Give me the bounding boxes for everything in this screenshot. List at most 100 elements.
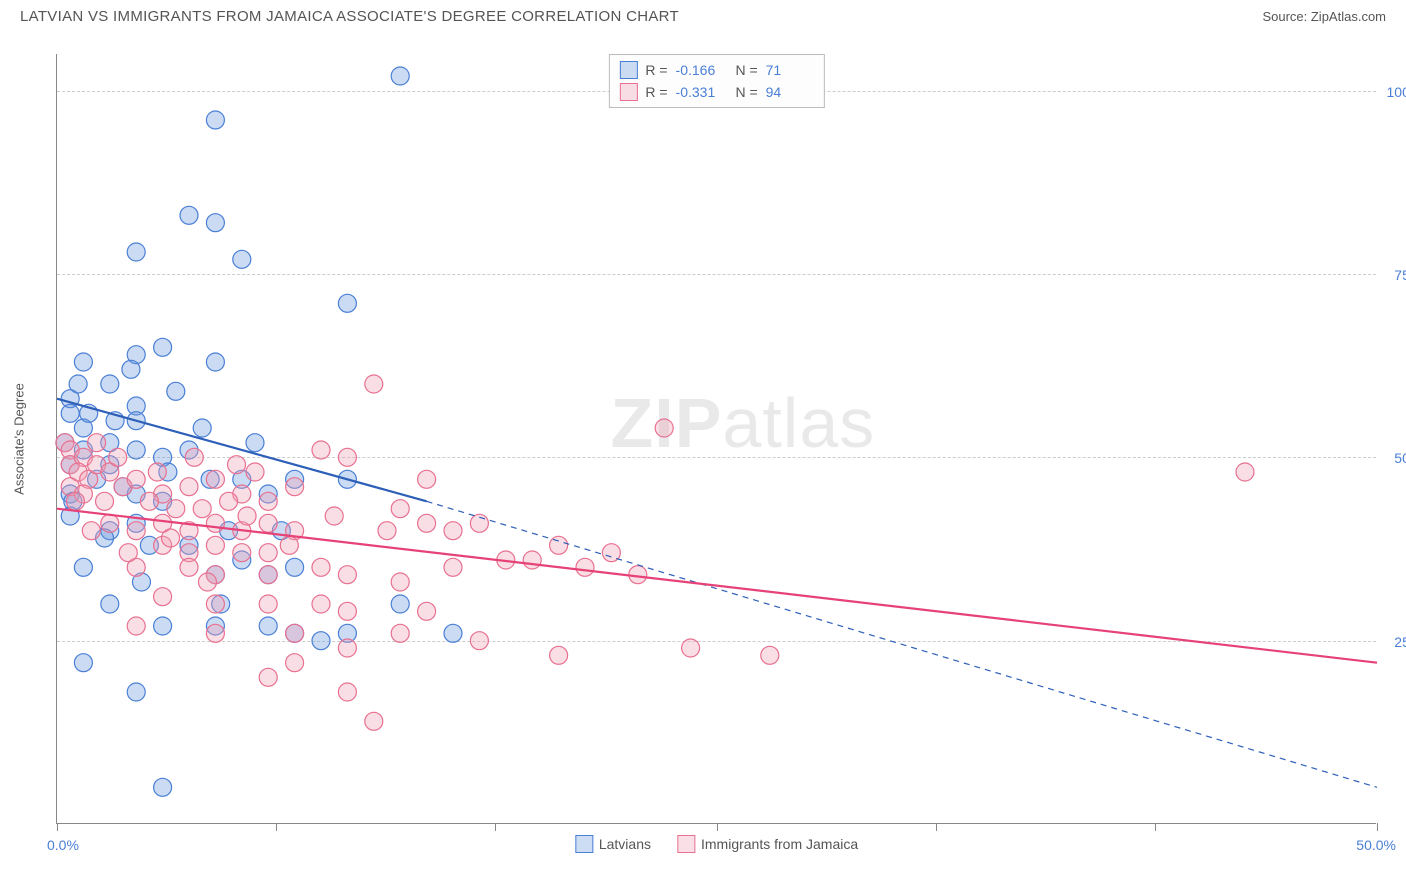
chart-plot-area: Associate's Degree 25.0%50.0%75.0%100.0%… (56, 54, 1376, 824)
x-tick (1377, 823, 1378, 831)
scatter-point (154, 617, 172, 635)
scatter-point (391, 624, 409, 642)
scatter-point (154, 588, 172, 606)
scatter-point (233, 544, 251, 562)
legend-n-value: 71 (766, 62, 814, 78)
legend-r-value: -0.331 (676, 84, 724, 100)
scatter-point (286, 478, 304, 496)
scatter-point (338, 602, 356, 620)
scatter-point (96, 492, 114, 510)
scatter-point (246, 434, 264, 452)
scatter-point (206, 624, 224, 642)
scatter-point (338, 683, 356, 701)
y-tick-label: 50.0% (1394, 450, 1406, 466)
legend-r-label: R = (645, 84, 667, 100)
scatter-point (74, 558, 92, 576)
scatter-point (325, 507, 343, 525)
correlation-legend: R = -0.166 N = 71 R = -0.331 N = 94 (608, 54, 824, 108)
scatter-point (122, 360, 140, 378)
scatter-point (101, 375, 119, 393)
legend-n-label: N = (732, 84, 758, 100)
scatter-point (312, 595, 330, 613)
scatter-point (238, 507, 256, 525)
scatter-point (576, 558, 594, 576)
scatter-point (391, 500, 409, 518)
regression-line-dashed (427, 501, 1377, 787)
scatter-point (312, 632, 330, 650)
scatter-point (193, 500, 211, 518)
scatter-point (148, 463, 166, 481)
scatter-point (378, 522, 396, 540)
legend-n-value: 94 (766, 84, 814, 100)
scatter-point (365, 375, 383, 393)
regression-line (57, 509, 1377, 663)
x-tick (717, 823, 718, 831)
scatter-point (418, 514, 436, 532)
scatter-point (418, 602, 436, 620)
scatter-point (655, 419, 673, 437)
scatter-point (109, 448, 127, 466)
scatter-point (74, 654, 92, 672)
series-legend: Latvians Immigrants from Jamaica (575, 835, 858, 853)
x-axis-max-label: 50.0% (1356, 837, 1396, 853)
y-axis-label: Associate's Degree (12, 383, 27, 495)
legend-series-item: Latvians (575, 835, 651, 853)
scatter-point (127, 617, 145, 635)
scatter-point (444, 522, 462, 540)
scatter-point (206, 353, 224, 371)
scatter-point (444, 558, 462, 576)
scatter-point (391, 595, 409, 613)
scatter-point (127, 683, 145, 701)
scatter-point (101, 595, 119, 613)
scatter-point (523, 551, 541, 569)
legend-swatch-icon (619, 61, 637, 79)
scatter-point (259, 566, 277, 584)
scatter-point (259, 617, 277, 635)
scatter-point (167, 382, 185, 400)
legend-series-item: Immigrants from Jamaica (677, 835, 858, 853)
source-label: Source: ZipAtlas.com (1262, 9, 1386, 24)
scatter-point (206, 536, 224, 554)
x-tick (276, 823, 277, 831)
scatter-point (233, 250, 251, 268)
scatter-point (127, 441, 145, 459)
scatter-point (550, 646, 568, 664)
scatter-point (444, 624, 462, 642)
legend-stat-row: R = -0.166 N = 71 (619, 59, 813, 81)
scatter-point (312, 558, 330, 576)
scatter-point (154, 338, 172, 356)
scatter-point (82, 522, 100, 540)
scatter-point (180, 558, 198, 576)
y-tick-label: 25.0% (1394, 634, 1406, 650)
legend-series-label: Immigrants from Jamaica (701, 836, 858, 852)
legend-series-label: Latvians (599, 836, 651, 852)
scatter-point (180, 478, 198, 496)
scatter-point (206, 470, 224, 488)
scatter-point (259, 514, 277, 532)
legend-r-value: -0.166 (676, 62, 724, 78)
x-axis-min-label: 0.0% (47, 837, 79, 853)
x-tick (57, 823, 58, 831)
scatter-point (246, 463, 264, 481)
scatter-point (338, 639, 356, 657)
scatter-point (259, 544, 277, 562)
scatter-point (286, 654, 304, 672)
scatter-point (180, 206, 198, 224)
scatter-point (66, 492, 84, 510)
scatter-point (127, 470, 145, 488)
scatter-point (127, 522, 145, 540)
chart-title: LATVIAN VS IMMIGRANTS FROM JAMAICA ASSOC… (20, 8, 679, 25)
legend-swatch-icon (575, 835, 593, 853)
scatter-point (167, 500, 185, 518)
scatter-point (550, 536, 568, 554)
scatter-point (162, 529, 180, 547)
scatter-point (206, 111, 224, 129)
scatter-point (119, 544, 137, 562)
scatter-plot-svg (57, 54, 1376, 823)
scatter-point (682, 639, 700, 657)
scatter-point (101, 514, 119, 532)
scatter-point (286, 558, 304, 576)
scatter-point (198, 573, 216, 591)
x-tick (495, 823, 496, 831)
scatter-point (154, 778, 172, 796)
